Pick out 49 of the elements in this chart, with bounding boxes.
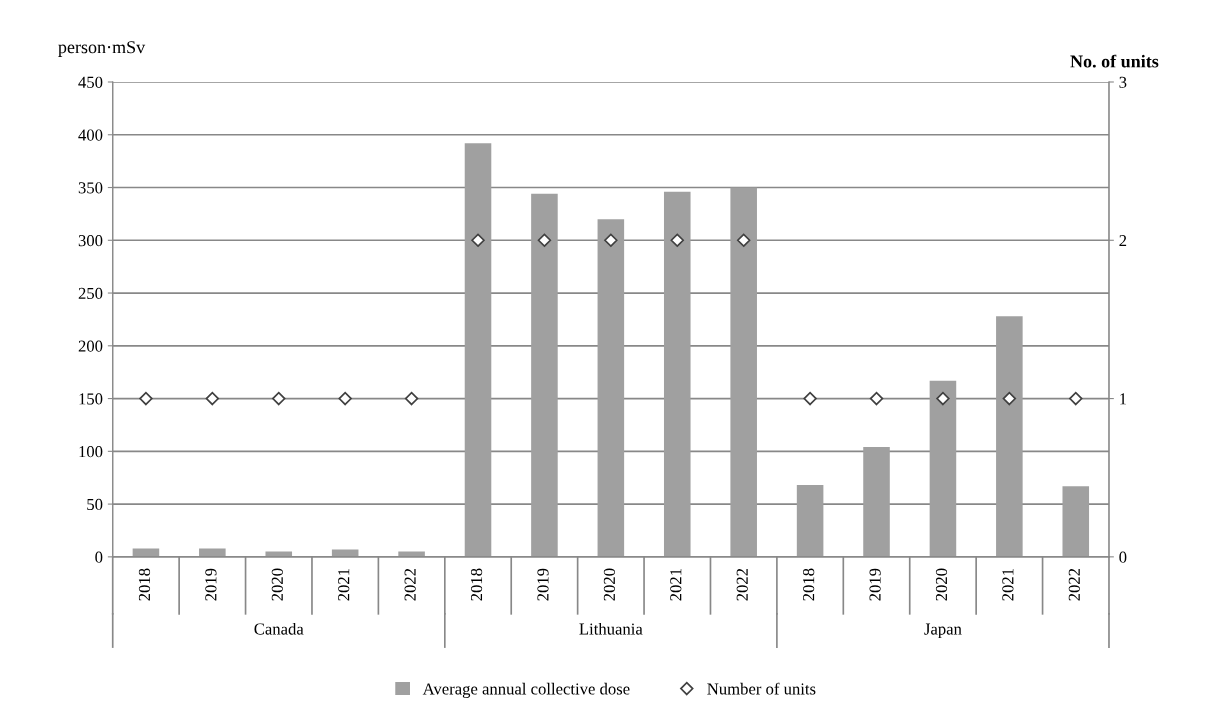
x-tick-label: 2021: [670, 568, 682, 601]
x-tick-label: 2021: [338, 568, 350, 601]
x-tick-label: 2022: [736, 568, 748, 601]
bar: [796, 485, 824, 557]
y2-axis-title: No. of units: [1070, 54, 1159, 68]
x-tick-label: 2018: [138, 568, 151, 601]
bar: [663, 191, 691, 557]
y-tick-label: 100: [79, 446, 103, 458]
y-tick-label: 0: [95, 551, 103, 563]
x-tick-label: 2020: [271, 568, 283, 601]
legend-label: Average annual collective dose: [422, 682, 630, 698]
x-tick-label: 2020: [603, 568, 616, 601]
bar: [132, 548, 160, 557]
x-tick-label: 2019: [869, 568, 881, 601]
bar: [730, 187, 757, 557]
x-tick-label: 2019: [205, 568, 217, 601]
bar: [863, 447, 890, 557]
bar: [199, 548, 226, 557]
bar: [331, 549, 359, 557]
x-tick-label: 2022: [1068, 568, 1080, 601]
text: Japan: [924, 623, 962, 639]
legend-label: Number of units: [707, 682, 816, 695]
x-tick-label: 2020: [935, 568, 948, 601]
y-tick-label: 300: [78, 234, 103, 247]
y2-tick-label: 1: [1120, 393, 1127, 405]
x-tick-label: 2022: [404, 568, 416, 601]
bar: [1062, 486, 1090, 557]
x-tick-label: 2019: [537, 568, 549, 601]
bar: [531, 193, 558, 557]
y2-tick-label: 0: [1119, 551, 1127, 563]
bar: [996, 316, 1023, 557]
y-tick-label: 250: [78, 287, 103, 299]
y-tick-label: 50: [87, 498, 103, 511]
y-tick-label: 450: [78, 76, 103, 88]
y-tick-label: 200: [78, 340, 103, 352]
x-tick-label: 2018: [803, 568, 815, 601]
text: Lithuania: [579, 622, 643, 635]
y-tick-label: 150: [79, 393, 103, 405]
y2-tick-label: 3: [1119, 76, 1127, 88]
x-tick-label: 2021: [1002, 568, 1014, 601]
text: Canada: [254, 622, 304, 635]
bar: [929, 380, 957, 557]
y-axis-title: person·mSv: [58, 41, 146, 57]
bar: [597, 219, 625, 557]
y2-tick-label: 2: [1119, 235, 1127, 247]
y-tick-label: 350: [78, 182, 103, 194]
y-tick-label: 400: [78, 129, 103, 141]
bar: [464, 143, 492, 557]
x-tick-label: 2018: [470, 568, 483, 601]
